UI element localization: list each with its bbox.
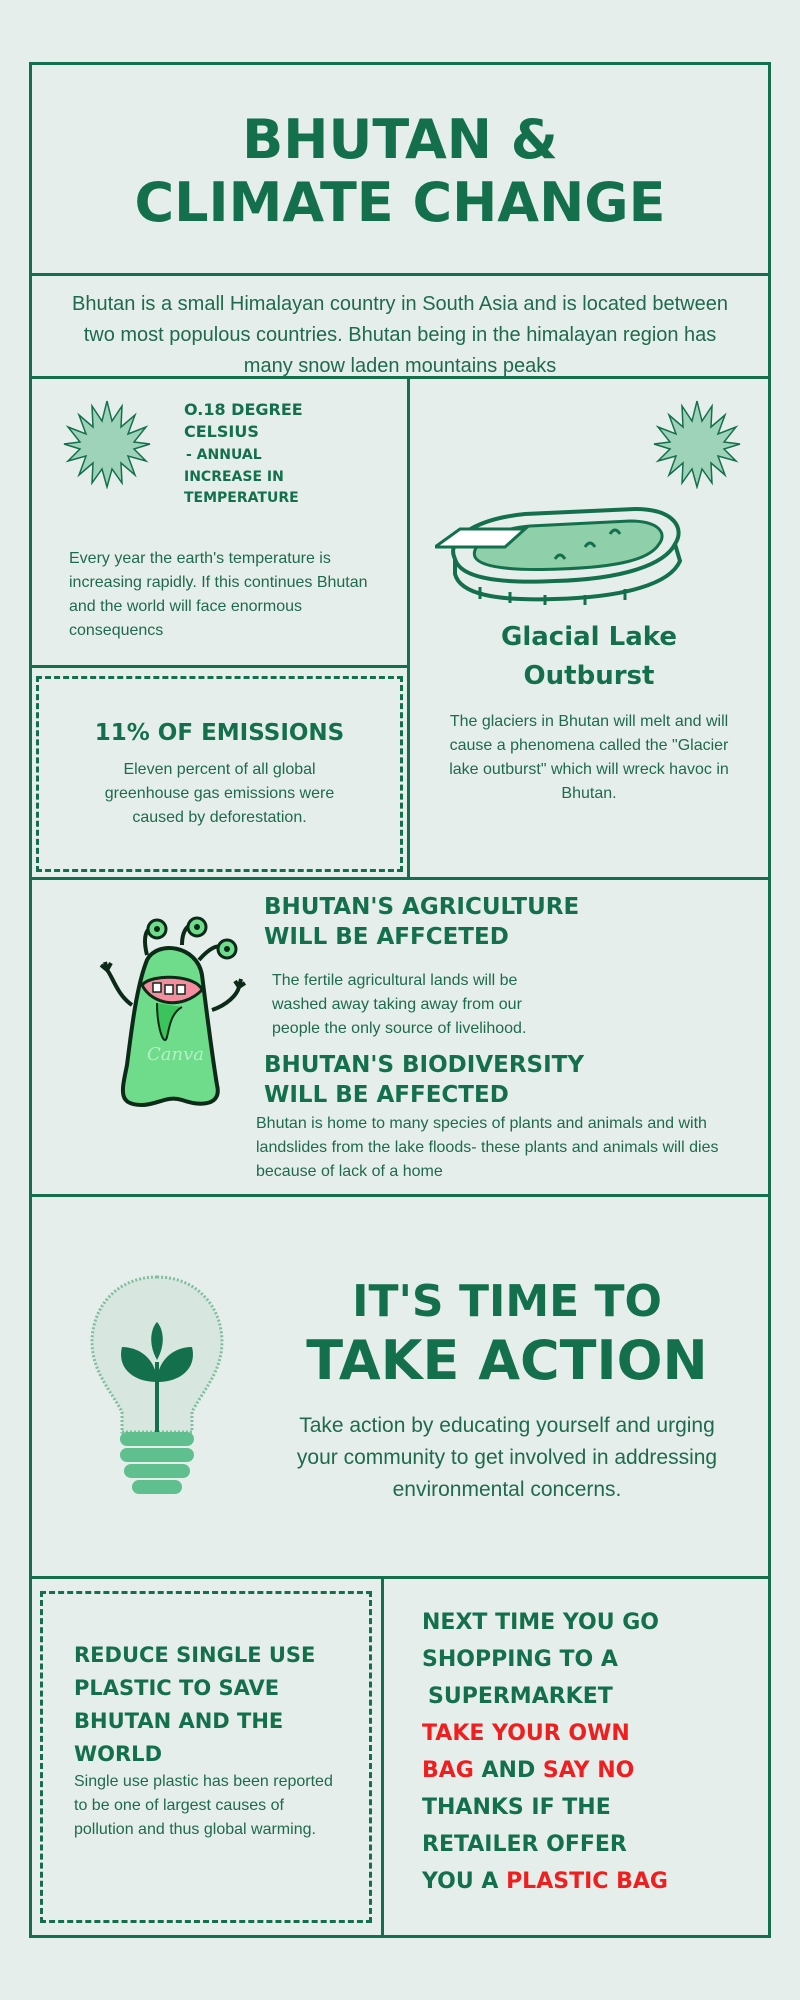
agriculture-heading-2: WILL BE AFFCETED <box>264 924 509 950</box>
glacial-heading-2: Outburst <box>523 661 655 691</box>
biodiversity-heading-2: WILL BE AFFECTED <box>264 1082 509 1108</box>
temp-heading-1: O.18 DEGREE <box>184 400 303 419</box>
you-a-text: YOU A <box>422 1869 507 1894</box>
plastic-bag-text: PLASTIC BAG <box>506 1869 668 1894</box>
plastic-heading-1: REDUCE SINGLE USE <box>74 1643 316 1667</box>
shopping-line-2: SHOPPING TO A <box>422 1647 618 1672</box>
agriculture-box: Canva BHUTAN'S AGRICULTURE WILL BE AFFCE… <box>29 877 771 1197</box>
shopping-line-5: BAG AND SAY NO <box>422 1752 634 1789</box>
emissions-heading: 11% OF EMISSIONS <box>94 720 345 746</box>
bag-text: BAG <box>422 1758 474 1783</box>
shopping-line-1: NEXT TIME YOU GO <box>422 1610 659 1635</box>
action-heading-2: TAKE ACTION <box>306 1329 708 1392</box>
agriculture-body: The fertile agricultural lands will be w… <box>272 972 527 1037</box>
monster-illustration: Canva <box>99 916 247 1108</box>
starburst-icon <box>653 400 741 489</box>
emissions-dashed-border <box>36 676 403 872</box>
action-body: Take action by educating yourself and ur… <box>296 1414 718 1501</box>
biodiversity-heading-1: BHUTAN'S BIODIVERSITY <box>264 1052 585 1078</box>
watermark-text: Canva <box>147 1044 204 1065</box>
emissions-body: Eleven percent of all global greenhouse … <box>104 761 335 826</box>
temp-heading-2: CELSIUS <box>184 422 259 441</box>
glacial-box: Glacial Lake Outburst The glaciers in Bh… <box>407 376 771 880</box>
shopping-line-3: SUPERMARKET <box>428 1684 613 1709</box>
emissions-box: 11% OF EMISSIONS Eleven percent of all g… <box>29 665 410 880</box>
intro-box: Bhutan is a small Himalayan country in S… <box>29 273 771 379</box>
action-box: IT'S TIME TO TAKE ACTION Take action by … <box>29 1194 771 1579</box>
plastic-heading-2: PLASTIC TO SAVE <box>74 1676 280 1700</box>
shopping-line-6: THANKS IF THE <box>422 1795 611 1820</box>
plastic-body: Single use plastic has been reported to … <box>74 1773 333 1838</box>
glacial-heading-1: Glacial Lake <box>501 622 677 652</box>
and-text: AND <box>473 1758 543 1783</box>
title-line-1: BHUTAN & <box>242 108 558 171</box>
plastic-dashed-border <box>40 1591 372 1923</box>
plastic-heading-3: BHUTAN AND THE <box>74 1709 284 1733</box>
biodiversity-body: Bhutan is home to many species of plants… <box>256 1115 719 1180</box>
shopping-line-7: RETAILER OFFER <box>422 1832 627 1857</box>
shopping-line-4: TAKE YOUR OWN <box>422 1721 630 1746</box>
temp-heading-5: TEMPERATURE <box>184 490 299 506</box>
title-box: BHUTAN & CLIMATE CHANGE <box>29 62 771 276</box>
plastic-box: REDUCE SINGLE USE PLASTIC TO SAVE BHUTAN… <box>29 1576 384 1938</box>
action-heading-1: IT'S TIME TO <box>352 1276 662 1327</box>
temp-heading-4: INCREASE IN <box>184 469 284 485</box>
temperature-box: O.18 DEGREE CELSIUS - ANNUAL INCREASE IN… <box>29 376 410 668</box>
plastic-heading-4: WORLD <box>74 1742 162 1766</box>
shopping-line-8: YOU A PLASTIC BAG <box>422 1863 668 1900</box>
glacial-lake-illustration <box>435 506 683 605</box>
temp-body: Every year the earth's temperature is in… <box>69 550 368 639</box>
intro-text: Bhutan is a small Himalayan country in S… <box>72 293 728 377</box>
say-no-text: SAY NO <box>542 1758 635 1783</box>
lightbulb-plant-illustration <box>90 1275 224 1494</box>
title-line-2: CLIMATE CHANGE <box>134 171 666 234</box>
shopping-box: NEXT TIME YOU GO SHOPPING TO A SUPERMARK… <box>381 1576 771 1938</box>
glacial-body: The glaciers in Bhutan will melt and wil… <box>449 713 729 802</box>
starburst-icon <box>63 400 151 489</box>
agriculture-heading-1: BHUTAN'S AGRICULTURE <box>264 894 580 920</box>
temp-heading-3: - ANNUAL <box>186 447 262 463</box>
